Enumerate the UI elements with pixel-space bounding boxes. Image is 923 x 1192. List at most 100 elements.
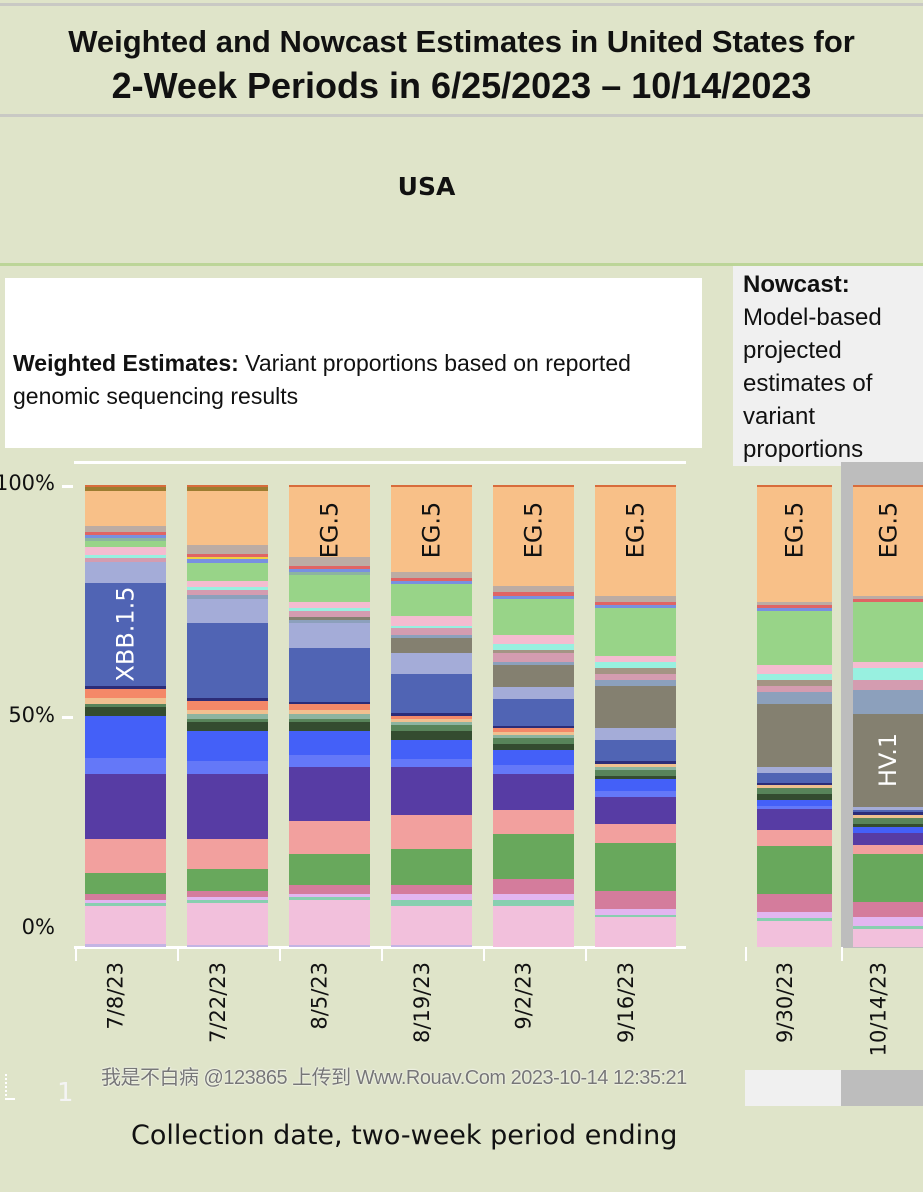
bar-segment <box>493 649 574 653</box>
bar-segment <box>493 643 574 651</box>
bar-segment <box>289 619 370 624</box>
bar-segment <box>85 688 166 699</box>
bar-segment <box>853 486 923 597</box>
bar-segment <box>391 718 472 722</box>
bar-segment <box>853 689 923 715</box>
bar-segment <box>187 558 268 563</box>
bar-segment <box>493 833 574 880</box>
bar-segment <box>595 766 676 770</box>
bar-segment <box>493 749 574 765</box>
bar-segment <box>289 565 370 569</box>
bar-segment <box>85 757 166 774</box>
bar-segment <box>595 727 676 740</box>
bar-segment <box>595 607 676 656</box>
bar-segment <box>391 715 472 720</box>
watermark: 我是不白病 @123865 上传到 Www.Rouav.Com 2023-10-… <box>101 1067 687 1089</box>
bar-segment <box>391 899 472 907</box>
bar-segment <box>289 556 370 567</box>
bar-segment <box>85 561 166 584</box>
x-tick <box>841 947 843 961</box>
bar-segment <box>853 817 923 824</box>
x-tick <box>381 947 383 961</box>
weighted-description-line2: genomic sequencing results <box>13 383 299 409</box>
x-tick <box>279 947 281 961</box>
bar-segment <box>289 601 370 608</box>
bar-segment <box>289 485 370 488</box>
bar-segment <box>85 902 166 907</box>
bar-segment <box>85 582 166 687</box>
bar-segment <box>289 571 370 575</box>
bar-segment <box>595 601 676 605</box>
bar-segment <box>391 673 472 714</box>
bar-segment <box>853 713 923 807</box>
bar-segment <box>853 809 923 813</box>
bar-segment <box>391 893 472 900</box>
bar-segment <box>757 679 832 687</box>
bar-segment <box>595 778 676 792</box>
y-tick <box>62 485 73 488</box>
bar-segment <box>289 899 370 945</box>
bar-segment <box>757 893 832 912</box>
bar-segment <box>391 652 472 675</box>
bar-segment <box>757 917 832 921</box>
bar-segment <box>757 772 832 783</box>
bar-segment <box>493 764 574 774</box>
x-tick-label: 7/22/23 <box>205 962 230 1043</box>
bar-segment <box>595 485 676 488</box>
bar-segment <box>391 637 472 653</box>
weighted-text: Variant proportions based on reported <box>238 350 631 376</box>
bar-segment <box>187 868 268 891</box>
bar-segment <box>187 890 268 897</box>
bar-segment <box>187 713 268 719</box>
bar-segment <box>853 679 923 690</box>
bar-segment <box>289 568 370 572</box>
bar-segment <box>853 814 923 818</box>
nowcast-footer-light <box>745 1070 841 1106</box>
bar-segment <box>85 554 166 559</box>
bar-segment <box>187 700 268 711</box>
page-number[interactable]: 1 <box>57 1078 74 1108</box>
y-tick-label: 100% <box>0 471 55 495</box>
plot-top-border <box>74 461 686 464</box>
bar-segment <box>757 766 832 774</box>
bar-segment <box>85 703 166 707</box>
bar-segment <box>289 853 370 885</box>
bar-segment <box>757 787 832 795</box>
bar-segment <box>391 758 472 768</box>
bar-segment <box>595 673 676 680</box>
bar-segment <box>391 739 472 759</box>
bar-segment <box>493 634 574 645</box>
bar-segment <box>391 944 472 948</box>
bar-segment <box>595 823 676 843</box>
bar-segment <box>85 557 166 562</box>
bar-segment <box>853 826 923 833</box>
bar-segment <box>187 562 268 582</box>
bar-segment <box>187 594 268 599</box>
bar-segment <box>853 925 923 929</box>
bar-segment <box>391 766 472 816</box>
bar-segment <box>85 706 166 716</box>
weighted-description-line1: Weighted Estimates: Variant proportions … <box>13 350 631 377</box>
bar-segment <box>289 709 370 714</box>
x-axis-line <box>74 946 686 949</box>
bar-segment <box>85 546 166 555</box>
y-tick <box>62 716 73 719</box>
nowcast-line: variant <box>743 403 816 430</box>
bar-segment <box>493 661 574 666</box>
bar-segment <box>493 485 574 488</box>
bar-segment <box>757 829 832 846</box>
bar-segment <box>187 773 268 840</box>
nowcast-line: projected <box>743 337 842 364</box>
bar-segment <box>757 673 832 681</box>
bar-segment <box>595 842 676 891</box>
bar-segment <box>853 595 923 599</box>
bar-segment <box>493 905 574 948</box>
bar-segment <box>595 661 676 668</box>
x-tick <box>483 947 485 961</box>
bar-segment <box>595 679 676 686</box>
bar-segment <box>595 769 676 776</box>
bar-segment <box>595 916 676 948</box>
bar-segment <box>493 727 574 732</box>
bar-segment <box>595 790 676 798</box>
bar-segment <box>757 485 832 488</box>
